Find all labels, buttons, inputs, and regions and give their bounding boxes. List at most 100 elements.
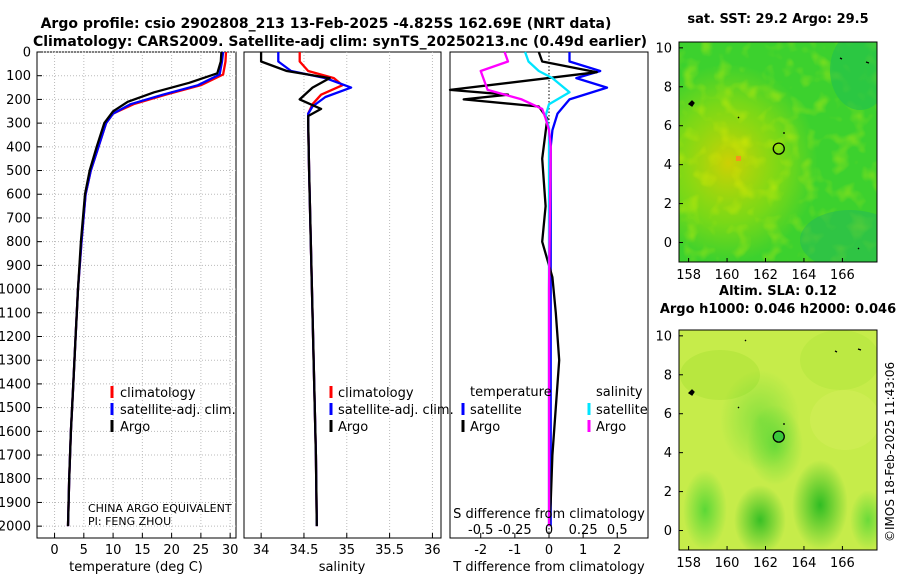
series-line-argo — [66, 51, 223, 527]
sst-heatmap — [679, 42, 877, 262]
y-tick-label: 1800 — [0, 472, 31, 487]
series-line-argo — [259, 52, 331, 527]
x-tick-label: 30 — [222, 543, 239, 558]
salinity-legend: climatology satellite-adj. clim. Argo — [329, 386, 454, 435]
legend-s-argo-label: Argo — [596, 420, 626, 435]
map-y-tick-label: 0 — [664, 236, 672, 251]
legend-argo-label: Argo — [338, 420, 368, 435]
map-x-tick-label: 160 — [715, 556, 740, 571]
s-difference-tick-labels: -0.5 -0.25 0 0.25 0.5 — [468, 523, 628, 538]
map-y-tick-label: 6 — [664, 407, 672, 422]
map-y-tick-label: 10 — [655, 329, 672, 344]
map-y-tick-label: 2 — [664, 485, 672, 500]
temperature-legend: climatology satellite-adj. clim. Argo — [110, 386, 236, 435]
difference-series — [448, 51, 609, 527]
sst-map-title: sat. SST: 29.2 Argo: 29.5 — [687, 12, 868, 27]
x-tick-label: 35.5 — [375, 543, 404, 558]
map-y-tick-label: 8 — [664, 368, 672, 383]
figure-title-line1: Argo profile: csio 2902808_213 13-Feb-20… — [41, 16, 612, 32]
legend-temperature-title: temperature — [470, 385, 552, 400]
y-tick-label: 600 — [6, 188, 31, 203]
x-tick-label: 36 — [424, 543, 441, 558]
y-tick-label: 500 — [6, 164, 31, 179]
x-tick-label: 0 — [50, 543, 58, 558]
float-annotation-line2: PI: FENG ZHOU — [88, 515, 171, 528]
y-tick-label: 1000 — [0, 283, 31, 298]
temperature-series — [66, 51, 228, 527]
legend-clim-label: climatology — [120, 386, 196, 401]
salinity-xlabel: salinity — [319, 560, 366, 575]
sst-argo-marker — [772, 142, 785, 155]
x-tick-label: 25 — [193, 543, 210, 558]
sla-map-title-line1: Altim. SLA: 0.12 — [719, 284, 837, 299]
legend-argo-label: Argo — [120, 420, 150, 435]
x-tick-label: 0 — [545, 543, 553, 558]
map-x-tick-label: 158 — [676, 556, 701, 571]
imos-credit: ©IMOS 18-Feb-2025 11:43:06 — [883, 362, 897, 542]
legend-s-sat-label: satellite — [596, 403, 648, 418]
sst-coastlines — [687, 57, 870, 250]
salinity-axes-frame — [243, 51, 442, 539]
y-tick-label: 200 — [6, 93, 31, 108]
legend-satadj-label: satellite-adj. clim. — [338, 403, 454, 418]
map-x-tick-label: 164 — [792, 556, 817, 571]
y-tick-label: 1500 — [0, 401, 31, 416]
x-tick-label: 34.5 — [289, 543, 318, 558]
temperature-grid — [37, 51, 236, 538]
temperature-tick-labels: 0 5 10 15 20 25 30 — [50, 533, 238, 558]
y-tick-label: 1600 — [0, 425, 31, 440]
temperature-axes-frame — [36, 51, 237, 539]
s-diff-tick-label: 0.25 — [569, 523, 598, 538]
sst-map-panel: sat. SST: 29.2 Argo: 29.5 158 160 162 164 16… — [655, 12, 878, 283]
map-y-tick-label: 2 — [664, 197, 672, 212]
sst-map-ticks: 158 160 162 164 166 0 2 4 6 8 10 — [655, 41, 854, 283]
y-tick-label: 300 — [6, 117, 31, 132]
x-tick-label: 20 — [163, 543, 180, 558]
map-y-tick-label: 10 — [655, 41, 672, 56]
temperature-panel: 0100200300400500600700800900100011001200… — [0, 46, 238, 576]
y-tick-label: 100 — [6, 69, 31, 84]
map-y-tick-label: 4 — [664, 158, 672, 173]
map-y-tick-label: 0 — [664, 524, 672, 539]
y-tick-label: 800 — [6, 235, 31, 250]
legend-t-sat-label: satellite — [470, 403, 522, 418]
sst-map-frame — [678, 41, 878, 263]
float-annotation-line1: CHINA ARGO EQUIVALENT — [88, 502, 232, 515]
salinity-grid — [260, 52, 433, 538]
figure-title-line2: Climatology: CARS2009. Satellite-adj cli… — [33, 34, 647, 50]
sla-coastlines — [687, 339, 862, 425]
legend-salinity-title: salinity — [596, 385, 643, 400]
map-x-tick-label: 166 — [830, 268, 855, 283]
sla-map-ticks: 158 160 162 164 166 0 2 4 6 8 10 — [655, 329, 854, 571]
salinity-tick-labels: 34 34.5 35 35.5 36 — [253, 533, 441, 558]
legend-satadj-label: satellite-adj. clim. — [120, 403, 236, 418]
y-tick-label: 2000 — [0, 520, 31, 535]
y-tick-label: 1100 — [0, 306, 31, 321]
map-x-tick-label: 162 — [753, 556, 778, 571]
map-y-tick-label: 4 — [664, 446, 672, 461]
s-diff-tick-label: 0.5 — [607, 523, 628, 538]
y-tick-label: 1700 — [0, 449, 31, 464]
sla-map-panel: Altim. SLA: 0.12 Argo h1000: 0.046 h2000… — [655, 284, 896, 571]
depth-tick-labels: 0 100 200 300 400 500 600 700 800 900 1000 1100 1200… — [0, 46, 42, 535]
salinity-series — [259, 52, 353, 527]
series-line-t-argo — [448, 51, 598, 527]
y-tick-label: 0 — [23, 46, 31, 61]
x-tick-label: 1 — [579, 543, 587, 558]
y-tick-label: 1200 — [0, 330, 31, 345]
sla-argo-marker — [772, 430, 785, 443]
s-diff-tick-label: -0.5 — [468, 523, 493, 538]
t-difference-tick-labels: -2 -1 0 1 2 — [474, 533, 621, 558]
y-tick-label: 1400 — [0, 377, 31, 392]
sla-heatmap — [679, 330, 877, 550]
map-y-tick-label: 8 — [664, 80, 672, 95]
y-tick-label: 1300 — [0, 354, 31, 369]
series-line-t-satellite — [549, 52, 609, 527]
map-x-tick-label: 166 — [830, 556, 855, 571]
y-tick-label: 900 — [6, 259, 31, 274]
series-line-s-argo — [479, 51, 552, 527]
x-tick-label: 35 — [339, 543, 356, 558]
x-tick-label: 34 — [253, 543, 270, 558]
x-tick-label: -1 — [508, 543, 521, 558]
